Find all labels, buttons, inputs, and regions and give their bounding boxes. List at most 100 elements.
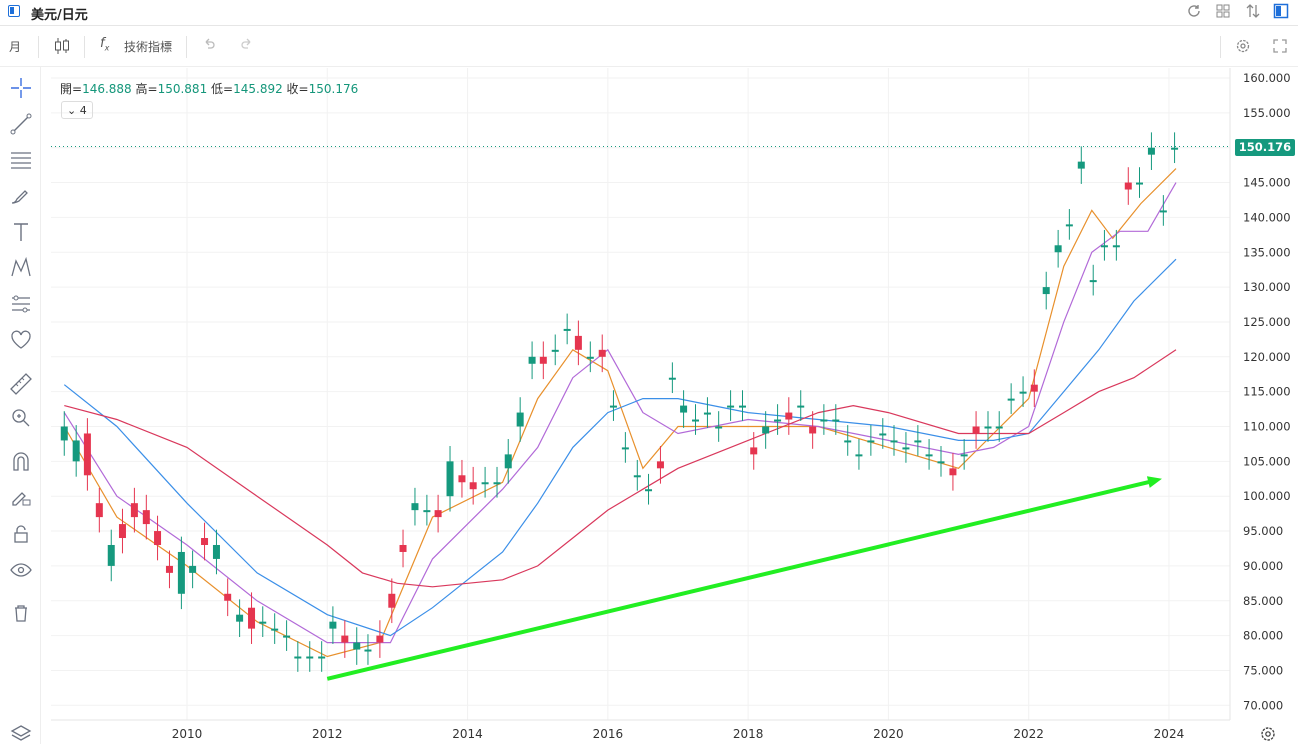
- candle-body: [739, 405, 747, 408]
- candle-body: [621, 447, 629, 450]
- y-tick-label: 115.000: [1243, 385, 1291, 399]
- indicator-toggle[interactable]: ⌄ 4: [61, 101, 93, 119]
- candle-body: [832, 419, 840, 422]
- candle-body: [820, 419, 828, 422]
- candle-body: [855, 454, 863, 457]
- candle-body: [95, 503, 103, 518]
- candle-body: [341, 635, 349, 643]
- y-tick-label: 135.000: [1243, 245, 1291, 259]
- lock-edit-icon[interactable]: [8, 483, 34, 509]
- high-label: 高=: [135, 82, 158, 96]
- trend-arrow: [326, 478, 1155, 681]
- candle-body: [446, 461, 454, 497]
- candle-body: [1112, 245, 1120, 248]
- y-tick-label: 75.000: [1243, 663, 1283, 677]
- eye-icon[interactable]: [8, 557, 34, 583]
- panel-icon[interactable]: [1272, 3, 1290, 21]
- redo-icon[interactable]: [240, 38, 254, 55]
- candle-body: [528, 356, 536, 364]
- candle-body: [551, 349, 559, 352]
- y-tick-label: 80.000: [1243, 629, 1283, 643]
- low-label: 低=: [211, 82, 234, 96]
- line-icon[interactable]: [8, 111, 34, 137]
- fx-icon[interactable]: fx: [100, 36, 110, 53]
- chart-toolbar: 月 fx 技術指標: [0, 27, 1298, 67]
- measure-icon[interactable]: [8, 291, 34, 317]
- candle-body: [376, 635, 384, 643]
- settings-icon[interactable]: [1235, 38, 1251, 57]
- candle-body: [236, 614, 244, 622]
- x-tick-label: 2012: [312, 727, 343, 741]
- candle-body: [762, 426, 770, 434]
- candle-body: [271, 628, 279, 631]
- swap-icon[interactable]: [1244, 3, 1262, 21]
- candle-body: [1089, 280, 1097, 283]
- candle-body: [411, 503, 419, 511]
- candle-icon[interactable]: [53, 36, 71, 59]
- candle-body: [353, 642, 361, 650]
- candle-body: [458, 475, 466, 483]
- candle-body: [574, 335, 582, 350]
- open-label: 開=: [60, 82, 83, 96]
- layers-icon[interactable]: [8, 720, 34, 746]
- layout-icon[interactable]: [8, 5, 20, 17]
- candle-body: [902, 447, 910, 450]
- magnet-icon[interactable]: [8, 449, 34, 475]
- fullscreen-icon[interactable]: [1272, 38, 1288, 57]
- candle-body: [212, 544, 220, 559]
- candle-body: [481, 482, 489, 485]
- candle-body: [680, 405, 688, 413]
- candle-body: [937, 461, 945, 464]
- candle-body: [563, 328, 571, 331]
- candle-body: [1171, 147, 1179, 150]
- x-tick-label: 2020: [873, 727, 904, 741]
- candle-body: [1159, 210, 1167, 213]
- crosshair-icon[interactable]: [8, 75, 34, 101]
- candle-body: [224, 593, 232, 601]
- y-tick-label: 155.000: [1243, 106, 1291, 120]
- timeframe-button[interactable]: 月: [9, 40, 22, 54]
- close-value: 150.176: [308, 82, 359, 96]
- candle-body: [259, 621, 267, 624]
- lock-icon[interactable]: [8, 521, 34, 547]
- candle-body: [598, 349, 606, 357]
- x-tick-label: 2024: [1154, 727, 1185, 741]
- candle-body: [388, 593, 396, 608]
- indicators-button[interactable]: 技術指標: [124, 40, 173, 54]
- brush-icon[interactable]: [8, 183, 34, 209]
- last-price-tag: 150.176: [1235, 139, 1295, 156]
- high-value: 150.881: [157, 82, 208, 96]
- candle-body: [329, 621, 337, 629]
- candle-body: [1042, 287, 1050, 295]
- candle-body: [306, 656, 314, 659]
- candle-body: [248, 607, 256, 629]
- candle-body: [995, 426, 1003, 429]
- candle-body: [668, 377, 676, 380]
- ruler-icon[interactable]: [8, 371, 34, 397]
- candle-body: [844, 440, 852, 443]
- zoom-icon[interactable]: [8, 405, 34, 431]
- heart-icon[interactable]: [8, 327, 34, 353]
- candle-body: [201, 538, 209, 545]
- divider: [38, 36, 39, 58]
- window-title: 美元/日元: [31, 8, 88, 23]
- x-tick-label: 2022: [1013, 727, 1044, 741]
- undo-icon[interactable]: [202, 38, 216, 55]
- candle-body: [1100, 245, 1108, 248]
- y-tick-label: 95.000: [1243, 524, 1283, 538]
- y-tick-label: 160.000: [1243, 71, 1291, 85]
- candle-body: [294, 656, 302, 659]
- y-tick-label: 125.000: [1243, 315, 1291, 329]
- grid-icon[interactable]: [1214, 3, 1232, 21]
- refresh-icon[interactable]: [1185, 3, 1203, 21]
- moving-average-line: [63, 168, 1177, 658]
- candle-body: [539, 356, 547, 364]
- text-icon[interactable]: [8, 219, 34, 245]
- trash-icon[interactable]: [8, 600, 34, 626]
- candle-body: [83, 433, 91, 476]
- candle-body: [72, 440, 80, 462]
- pattern-icon[interactable]: [8, 255, 34, 281]
- candle-body: [774, 419, 782, 422]
- hlines-icon[interactable]: [8, 147, 34, 173]
